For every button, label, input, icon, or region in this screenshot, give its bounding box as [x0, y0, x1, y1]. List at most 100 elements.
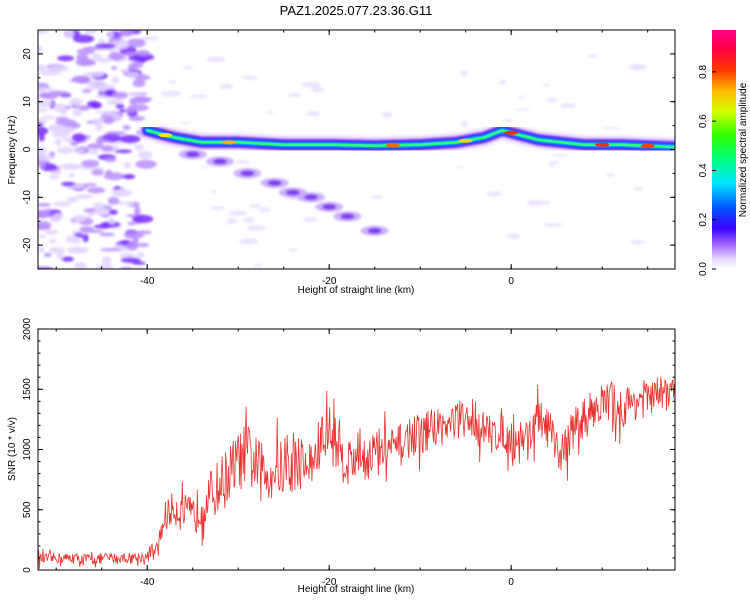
noise-blob	[136, 252, 146, 258]
noise-blob	[87, 187, 106, 194]
noise-blob	[105, 169, 113, 175]
noise-blob	[602, 127, 621, 130]
noise-blob	[120, 257, 141, 263]
x-tick-label: -20	[322, 577, 337, 588]
snr-panel: -40 -20 0 0 500 1000 1500 2000 Height of straig…	[7, 317, 676, 595]
noise-blob	[84, 30, 97, 34]
colorbar-ticks: 0.0 0.2 0.4 0.6 0.8	[698, 64, 716, 276]
noise-blob	[551, 154, 570, 157]
spectrogram-panel: -40 -20 0 -20 -10 0 10 20 Height of straight li…	[7, 29, 676, 296]
y-tick-label: -10	[22, 190, 33, 205]
noise-blob	[141, 35, 159, 41]
noise-blob	[61, 181, 76, 187]
noise-blob	[93, 207, 110, 216]
noise-blob	[542, 83, 550, 87]
noise-blob	[92, 202, 105, 209]
noise-blob	[90, 101, 103, 109]
ridge-peak	[385, 143, 400, 148]
spectrogram-plot-area	[38, 30, 675, 269]
noise-blob	[72, 34, 95, 43]
noise-blob	[114, 186, 121, 190]
branch-core	[322, 203, 337, 210]
noise-blob	[382, 111, 392, 118]
y-tick-label: 20	[22, 48, 33, 60]
noise-blob	[138, 151, 153, 160]
noise-blob	[137, 242, 150, 248]
noise-blob	[87, 143, 104, 150]
colorbar-label: Normalized spectral amplitude	[738, 82, 749, 217]
noise-blob	[93, 224, 112, 229]
noise-blob	[629, 239, 645, 245]
noise-blob	[91, 169, 104, 176]
branch-core	[304, 194, 318, 201]
noise-blob	[132, 214, 154, 224]
noise-blob	[77, 247, 89, 253]
noise-blob	[72, 108, 83, 117]
noise-blob	[125, 71, 141, 78]
noise-blob	[126, 241, 139, 250]
noise-blob	[254, 263, 262, 268]
noise-blob	[115, 103, 125, 109]
y-tick-label: 1500	[22, 378, 33, 401]
noise-blob	[128, 115, 146, 121]
noise-blob	[118, 134, 141, 144]
noise-blob	[239, 238, 259, 245]
branch-core	[185, 151, 200, 158]
noise-blob	[206, 56, 226, 63]
noise-blob	[48, 125, 70, 133]
noise-blob	[486, 191, 503, 197]
noise-blob	[132, 79, 146, 88]
noise-blob	[38, 146, 48, 155]
noise-blob	[516, 95, 526, 99]
noise-blob	[63, 30, 75, 39]
noise-blob	[460, 70, 468, 76]
noise-blob	[111, 189, 133, 197]
noise-blob	[38, 108, 49, 112]
noise-blob	[56, 251, 64, 260]
noise-blob	[460, 121, 469, 127]
noise-blob	[95, 264, 114, 269]
noise-blob	[135, 75, 151, 81]
noise-blob	[122, 125, 131, 131]
noise-blob	[43, 252, 52, 258]
noise-blob	[96, 136, 105, 145]
snr-plot-area	[38, 376, 675, 569]
noise-blob	[99, 248, 121, 252]
noise-blob	[66, 196, 79, 203]
noise-blob	[60, 163, 82, 170]
ridge-peak	[640, 143, 655, 148]
noise-blob	[301, 82, 321, 88]
noise-blob	[76, 149, 84, 153]
noise-blob	[81, 89, 92, 93]
y-tick-label: 10	[22, 96, 33, 108]
noise-blob	[131, 261, 146, 265]
noise-blob	[49, 238, 57, 244]
ridge-peak	[222, 140, 237, 145]
x-tick-label: 0	[508, 577, 514, 588]
noise-blob	[503, 118, 513, 122]
snr-xlabel: Height of straight line (km)	[298, 584, 415, 595]
noise-blob	[190, 94, 208, 99]
noise-blob	[61, 256, 74, 262]
noise-blob	[235, 160, 250, 164]
noise-blob	[211, 190, 218, 193]
noise-blob	[102, 256, 112, 266]
noise-blob	[75, 57, 94, 67]
noise-blob	[124, 107, 136, 114]
noise-blob	[160, 90, 181, 97]
noise-blob	[82, 233, 89, 243]
noise-blob	[456, 165, 466, 169]
spectrogram-xlabel: Height of straight line (km)	[298, 285, 415, 296]
noise-blob	[92, 117, 105, 124]
noise-blob	[303, 217, 318, 222]
spectral-ridge	[139, 122, 675, 156]
noise-blob	[83, 183, 98, 187]
noise-blob	[38, 221, 52, 230]
noise-blob	[168, 80, 178, 84]
noise-blob	[87, 229, 105, 233]
snr-ylabel: SNR (10 * v/v)	[7, 417, 18, 481]
snr-series-line	[38, 376, 675, 569]
y-tick-label: 0	[22, 567, 33, 573]
noise-blob	[120, 68, 130, 73]
noise-blob	[118, 30, 134, 37]
